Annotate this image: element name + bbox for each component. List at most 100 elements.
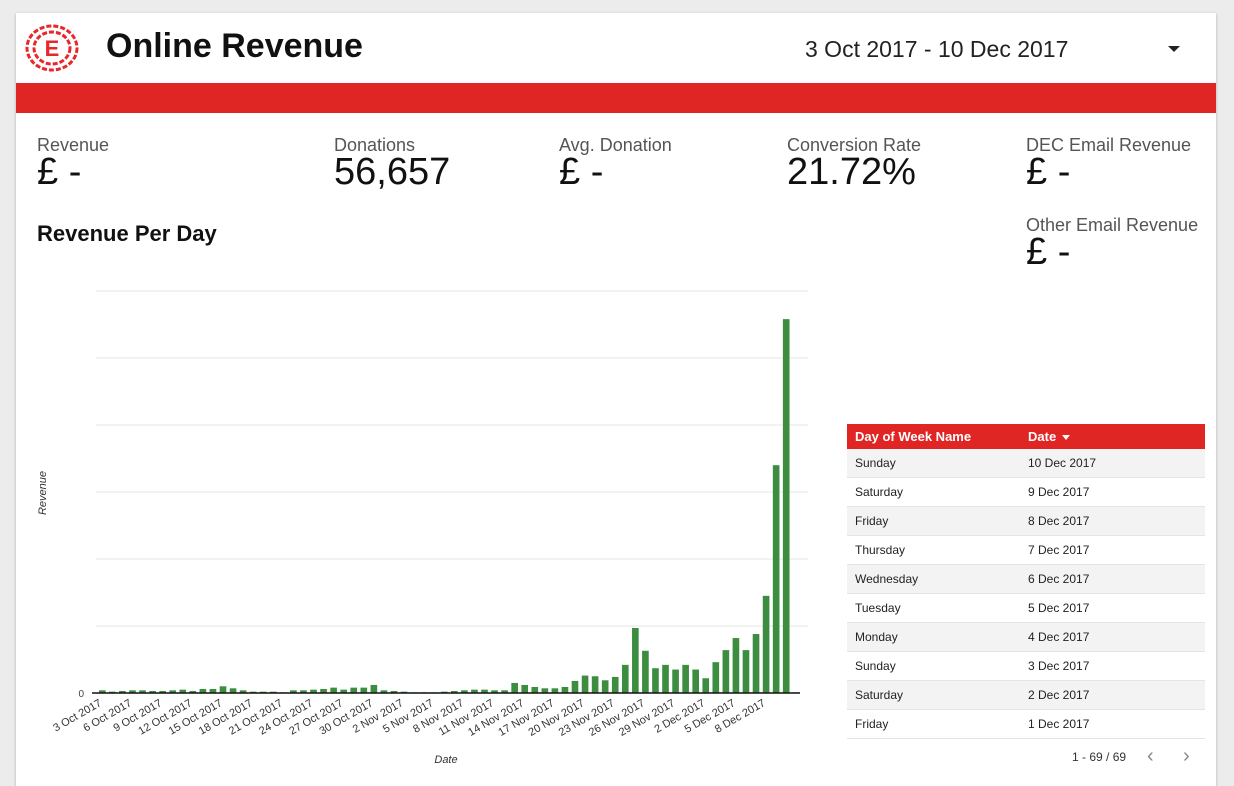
bar xyxy=(501,690,508,693)
bar xyxy=(531,686,539,693)
table-row: Friday 1 Dec 2017 xyxy=(847,710,1205,739)
bar xyxy=(712,662,720,693)
table-row: Thursday 7 Dec 2017 xyxy=(847,536,1205,565)
bar xyxy=(370,684,378,693)
svg-text:E: E xyxy=(45,36,60,61)
bar xyxy=(290,690,297,693)
bar xyxy=(591,676,599,693)
cell-day: Wednesday xyxy=(855,572,919,586)
bar xyxy=(219,686,227,693)
kpi-avg-donation: Avg. Donation £ - xyxy=(559,135,672,193)
report-page: E Online Revenue 3 Oct 2017 - 10 Dec 201… xyxy=(16,13,1216,786)
column-header-date[interactable]: Date xyxy=(1028,429,1205,444)
bar xyxy=(149,690,156,693)
bar xyxy=(621,664,629,693)
bar xyxy=(692,669,700,693)
bar xyxy=(632,628,639,693)
page-title: Online Revenue xyxy=(106,27,363,65)
cell-date: 7 Dec 2017 xyxy=(1028,543,1090,557)
kpi-other-email-revenue: Other Email Revenue £ - xyxy=(1026,215,1199,273)
bar xyxy=(481,689,488,693)
table-row: Saturday 9 Dec 2017 xyxy=(847,478,1205,507)
bar xyxy=(551,688,559,693)
bar xyxy=(229,688,237,693)
bar xyxy=(451,690,458,693)
cell-day: Saturday xyxy=(855,485,904,499)
bar xyxy=(511,682,518,693)
bar xyxy=(340,689,348,693)
bar xyxy=(491,690,498,693)
kpi-value: 56,657 xyxy=(334,151,451,193)
cell-date: 2 Dec 2017 xyxy=(1028,688,1090,702)
bar xyxy=(762,595,770,693)
kpi-value: £ - xyxy=(1026,231,1071,273)
kpi-dec-email-revenue: DEC Email Revenue £ - xyxy=(1026,135,1192,191)
bar xyxy=(119,690,126,693)
table-row: Saturday 2 Dec 2017 xyxy=(847,681,1205,710)
kpi-value: £ - xyxy=(559,151,604,193)
cell-day: Monday xyxy=(855,630,898,644)
pagination-label: 1 - 69 / 69 xyxy=(1072,750,1127,764)
table-row: Tuesday 5 Dec 2017 xyxy=(847,594,1205,623)
table-row: Wednesday 6 Dec 2017 xyxy=(847,565,1205,594)
bar xyxy=(360,687,368,693)
bar xyxy=(521,684,529,693)
y-axis-title: Revenue xyxy=(37,471,49,515)
bar xyxy=(672,669,679,693)
bar xyxy=(330,687,337,693)
column-header-day[interactable]: Day of Week Name xyxy=(847,429,1028,444)
kpi-donations: Donations 56,657 xyxy=(334,135,451,193)
bar xyxy=(662,664,669,693)
kpi-revenue: Revenue £ - xyxy=(37,135,110,191)
bar xyxy=(239,690,247,693)
bar xyxy=(652,668,659,693)
bar xyxy=(601,680,609,693)
table-row: Sunday 10 Dec 2017 xyxy=(847,449,1205,478)
kpi-label: Conversion Rate xyxy=(787,135,922,155)
bar xyxy=(209,688,217,693)
bar xyxy=(310,689,317,693)
header-accent-bar xyxy=(16,83,1216,113)
bar xyxy=(179,689,187,693)
kpi-label: DEC Email Revenue xyxy=(1026,135,1192,155)
x-axis-title: Date xyxy=(434,754,457,766)
cell-date: 5 Dec 2017 xyxy=(1028,601,1090,615)
bar xyxy=(561,686,569,693)
bar xyxy=(782,319,790,693)
cell-date: 4 Dec 2017 xyxy=(1028,630,1090,644)
bar xyxy=(702,678,710,693)
day-date-table: Day of Week Name Date Sunday 10 Dec 2017 S… xyxy=(847,424,1205,739)
table-body: Sunday 10 Dec 2017 Saturday 9 Dec 2017 Frida… xyxy=(847,449,1205,739)
cell-day: Tuesday xyxy=(855,601,901,615)
chevron-left-icon[interactable]: ‹ xyxy=(1147,745,1154,767)
chevron-down-icon[interactable] xyxy=(1168,46,1180,52)
cell-date: 8 Dec 2017 xyxy=(1028,514,1090,528)
bar xyxy=(642,650,649,693)
kpi-label: Donations xyxy=(334,135,416,155)
table-row: Friday 8 Dec 2017 xyxy=(847,507,1205,536)
bar xyxy=(169,690,177,693)
bar xyxy=(722,650,730,693)
cell-day: Thursday xyxy=(855,543,906,557)
table-row: Sunday 3 Dec 2017 xyxy=(847,652,1205,681)
report-header: E Online Revenue 3 Oct 2017 - 10 Dec 201… xyxy=(16,13,1216,83)
y-tick-label: 0 xyxy=(78,689,84,700)
date-range-selector[interactable]: 3 Oct 2017 - 10 Dec 2017 xyxy=(805,36,1069,62)
kpi-label: Other Email Revenue xyxy=(1026,215,1199,235)
bar xyxy=(611,676,619,693)
kpi-value: 21.72% xyxy=(787,151,916,193)
bar xyxy=(300,690,307,693)
dec-logo-icon: E xyxy=(25,24,79,72)
chevron-right-icon[interactable]: › xyxy=(1183,745,1190,767)
kpi-label: Revenue xyxy=(37,135,110,155)
bar xyxy=(390,690,398,693)
chart-title: Revenue Per Day xyxy=(37,221,217,246)
column-header-label: Date xyxy=(1028,429,1057,444)
cell-date: 1 Dec 2017 xyxy=(1028,717,1090,731)
bar xyxy=(541,688,549,693)
bar xyxy=(682,664,689,693)
cell-day: Friday xyxy=(855,514,889,528)
bar xyxy=(139,690,146,693)
table-row: Monday 4 Dec 2017 xyxy=(847,623,1205,652)
